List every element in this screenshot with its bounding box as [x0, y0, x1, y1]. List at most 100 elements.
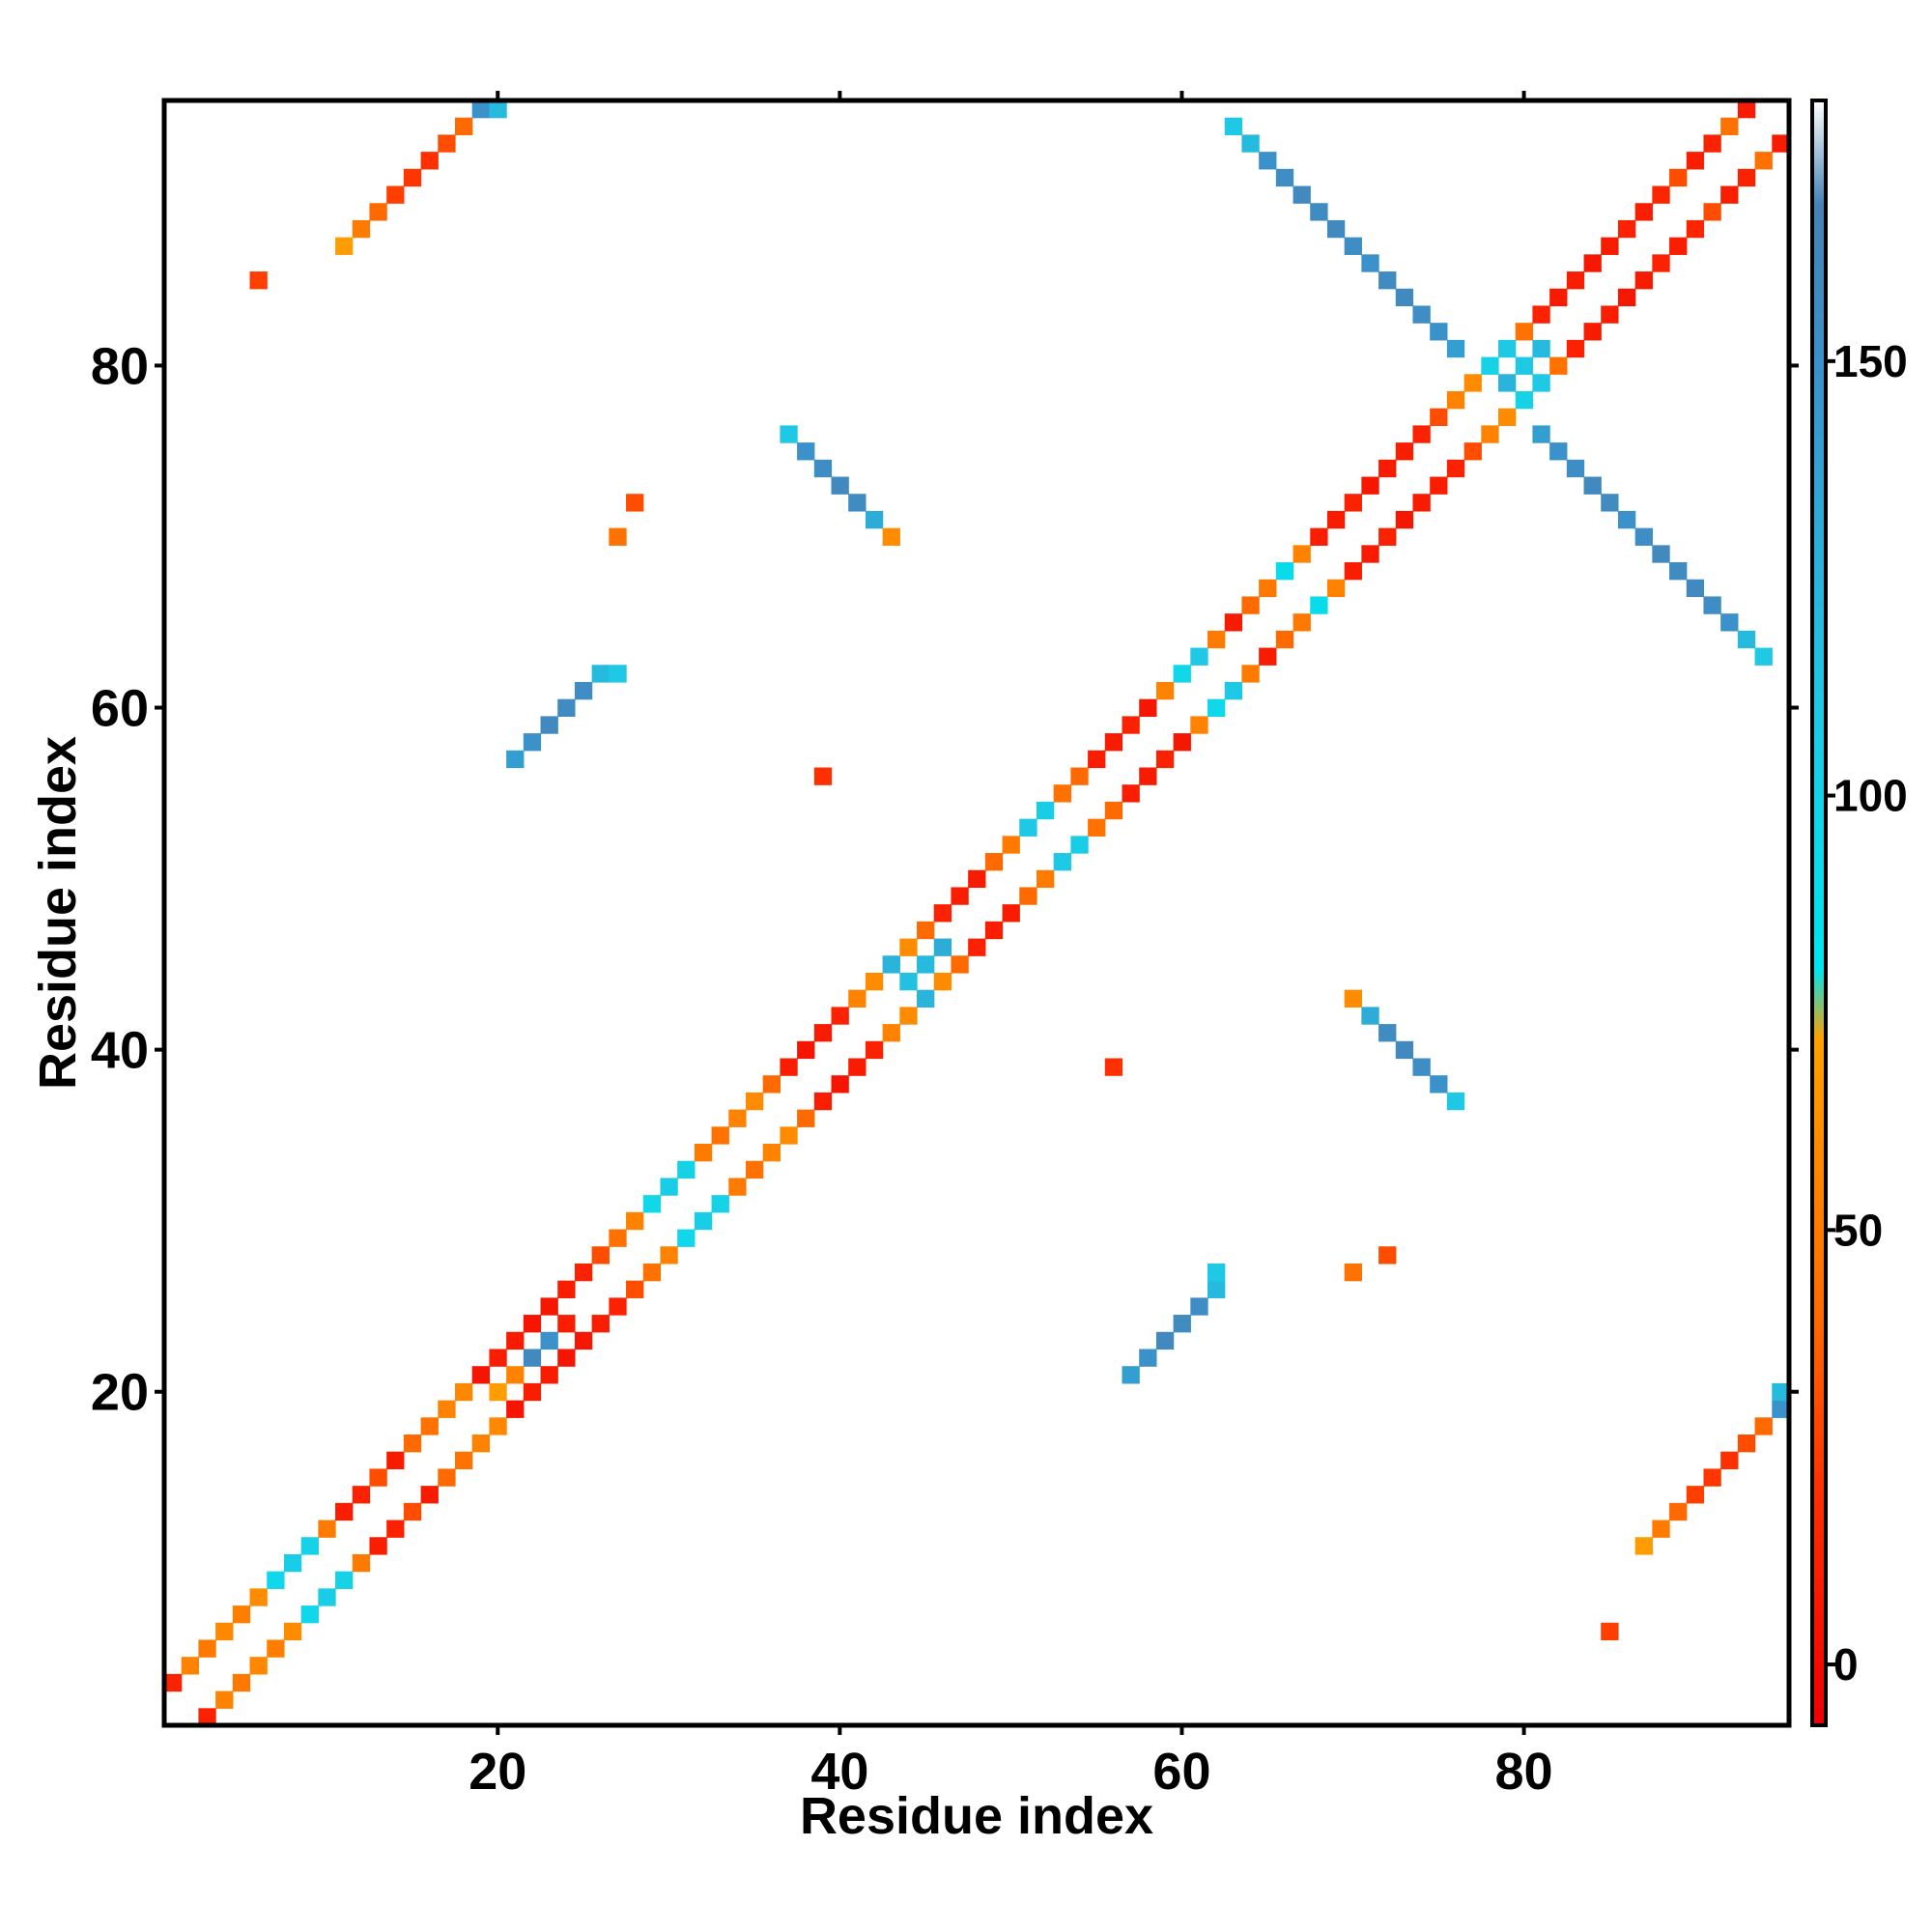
heatmap-cell [797, 1040, 815, 1060]
heatmap-cell [1566, 459, 1585, 478]
heatmap-cell [1634, 203, 1653, 221]
heatmap-cell [523, 1349, 542, 1367]
heatmap-cell [1446, 390, 1465, 410]
heatmap-cell [1412, 425, 1431, 443]
heatmap-cell [917, 921, 935, 940]
heatmap-cell [1361, 545, 1379, 563]
heatmap-cell [1412, 305, 1431, 324]
heatmap-cell [489, 1417, 507, 1435]
heatmap-cell [335, 1502, 354, 1521]
heatmap-cell [300, 1605, 319, 1624]
heatmap-cell [198, 1708, 216, 1726]
heatmap-cell [1566, 339, 1585, 358]
heatmap-cell [454, 1451, 473, 1470]
heatmap-cell [1412, 1058, 1431, 1076]
heatmap-cell [813, 459, 833, 478]
heatmap-cell [865, 1040, 884, 1060]
heatmap-cell [198, 1639, 216, 1658]
heatmap-cell [1772, 134, 1790, 153]
heatmap-cell [609, 1229, 627, 1247]
heatmap-cell [1652, 545, 1670, 563]
heatmap-cell [660, 1178, 678, 1196]
heatmap-cell [1601, 494, 1619, 512]
heatmap-cell [574, 681, 593, 700]
heatmap-cell [574, 1263, 593, 1282]
heatmap-cell [540, 1297, 558, 1316]
x-axis-title: Residue index [800, 1787, 1153, 1845]
heatmap-cell [1601, 1622, 1619, 1641]
heatmap-cell [438, 1468, 456, 1487]
heatmap-cell [1155, 750, 1175, 769]
heatmap-cell [626, 1280, 644, 1298]
heatmap-cell [232, 1605, 251, 1624]
heatmap-cell [626, 494, 644, 512]
heatmap-cell [403, 1435, 422, 1453]
heatmap-cell [574, 1331, 593, 1350]
heatmap-cell [506, 1400, 525, 1418]
heatmap-cell [1344, 1263, 1362, 1282]
heatmap-cell [1430, 476, 1448, 495]
heatmap-cell [865, 510, 884, 529]
heatmap-cell [1498, 339, 1517, 358]
heatmap-cell [1190, 1297, 1208, 1316]
heatmap-cell [780, 425, 798, 443]
heatmap-cell [1224, 613, 1243, 632]
heatmap-cell [1686, 579, 1705, 598]
heatmap-cell [591, 1246, 610, 1264]
heatmap-cell [1326, 510, 1346, 529]
heatmap-cell [420, 1417, 439, 1435]
heatmap-cell [352, 1553, 371, 1573]
heatmap-cell [506, 1366, 525, 1384]
heatmap-cell [1378, 271, 1397, 290]
heatmap-cell [762, 1144, 781, 1162]
heatmap-cell [1720, 185, 1739, 204]
x-tick-label: 60 [1152, 1743, 1210, 1801]
heatmap-cell [232, 1673, 251, 1692]
heatmap-cell [1498, 408, 1517, 426]
heatmap-cell [609, 1297, 627, 1316]
heatmap-cell [1053, 853, 1071, 871]
heatmap-cell [1549, 356, 1568, 375]
heatmap-cell [1532, 374, 1550, 392]
heatmap-cell [386, 185, 405, 204]
heatmap-cell [951, 887, 969, 905]
colorbar: 0 50 100 150 [1810, 99, 1908, 1727]
heatmap-cell [1104, 733, 1123, 752]
heatmap-cell [1430, 323, 1448, 341]
heatmap-cell [1703, 203, 1721, 221]
heatmap-cell [471, 100, 490, 119]
heatmap-cell [1378, 527, 1397, 546]
colorbar-tick-label: 50 [1833, 1205, 1883, 1255]
heatmap-cell [557, 698, 576, 717]
heatmap-cell [1190, 716, 1208, 734]
heatmap-cell [1344, 494, 1362, 512]
heatmap-cell [1498, 374, 1517, 392]
y-tick-label: 80 [91, 337, 149, 395]
heatmap-cell [813, 1024, 833, 1042]
heatmap-cell [1395, 442, 1414, 461]
heatmap-cell [489, 100, 507, 119]
heatmap-cell [1446, 459, 1465, 478]
heatmap-cell [352, 1486, 371, 1504]
heatmap-cell [1378, 459, 1397, 478]
heatmap-cell [1686, 152, 1705, 170]
heatmap-cell [917, 989, 935, 1008]
heatmap-cell [626, 1211, 644, 1231]
heatmap-cell [882, 1024, 900, 1042]
heatmap-cell [1344, 989, 1362, 1008]
heatmap-cell [454, 1382, 473, 1402]
heatmap-cell [1208, 698, 1226, 717]
heatmap-cell [420, 152, 439, 170]
heatmap-cell [951, 955, 969, 974]
heatmap-cell [762, 1075, 781, 1094]
heatmap-cell [1361, 254, 1379, 272]
heatmap-cell [1772, 1382, 1790, 1402]
colorbar-gradient [1810, 99, 1828, 1727]
heatmap-cell [745, 1092, 764, 1111]
heatmap-cell [984, 921, 1004, 940]
heatmap-cell [489, 1382, 507, 1402]
y-axis-title: Residue index [29, 736, 87, 1090]
heatmap-cell [540, 716, 558, 734]
heatmap-cell [1326, 579, 1346, 598]
